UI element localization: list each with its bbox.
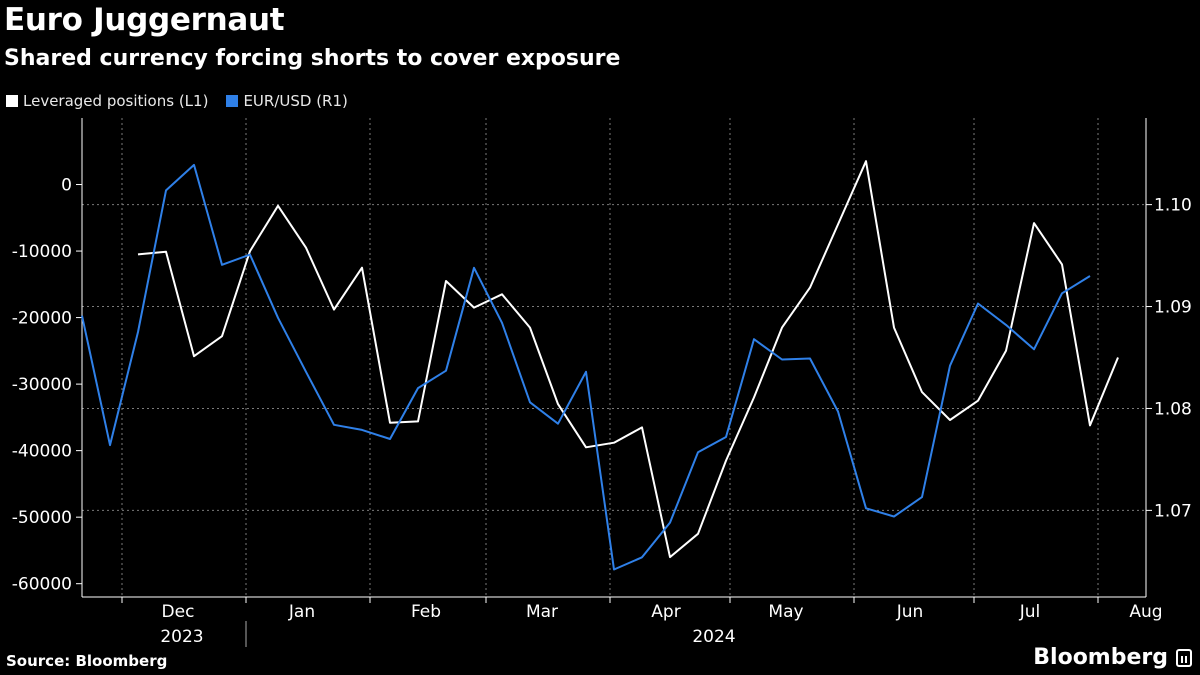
bloomberg-logo: Bloomberg [1033,645,1192,670]
brand-name: Bloomberg [1033,645,1168,670]
x-axis-tick-label-3: Mar [526,602,558,622]
legend-label-eurusd: EUR/USD (R1) [243,92,348,110]
legend-item-leveraged: Leveraged positions (L1) [6,92,208,110]
left-axis-tick-label-1: -10000 [12,242,72,262]
legend-swatch-eurusd [226,95,239,107]
x-axis-year-label-1: 2024 [692,627,735,647]
left-axis-tick-label-6: -60000 [12,575,72,595]
x-axis-tick-label-2: Feb [411,602,441,622]
x-axis-tick-label-7: Jul [1019,602,1041,622]
legend-item-eurusd: EUR/USD (R1) [226,92,348,110]
x-axis-tick-label-1: Jan [288,602,315,622]
right-axis-tick-label-1: 1.09 [1154,298,1192,318]
x-axis-tick-label-5: May [768,602,803,622]
left-axis-tick-label-5: -50000 [12,508,72,528]
x-axis-tick-label-8: Aug [1129,602,1162,622]
x-axis-tick-label-4: Apr [651,602,680,622]
left-axis-tick-label-0: 0 [61,176,72,196]
chart-title: Euro Juggernaut [4,2,285,38]
right-axis-tick-label-3: 1.07 [1154,501,1192,521]
left-axis-tick-label-3: -30000 [12,375,72,395]
x-axis-tick-label-0: Dec [162,602,195,622]
x-axis-year-label-0: 2023 [160,627,203,647]
x-axis-tick-label-6: Jun [896,602,924,622]
source-note: Source: Bloomberg [6,652,168,670]
left-axis-tick-label-2: -20000 [12,309,72,329]
chart-subtitle: Shared currency forcing shorts to cover … [4,46,621,71]
right-axis-tick-label-0: 1.10 [1154,196,1192,216]
legend: Leveraged positions (L1) EUR/USD (R1) [6,92,348,110]
legend-swatch-leveraged [6,95,18,107]
left-axis-tick-label-4: -40000 [12,442,72,462]
right-axis-tick-label-2: 1.08 [1154,399,1192,419]
bloomberg-terminal-icon [1176,648,1192,667]
series-line-leveraged-positions [137,160,1119,559]
series-line-eurusd [81,163,1091,571]
legend-label-leveraged: Leveraged positions (L1) [23,92,209,110]
